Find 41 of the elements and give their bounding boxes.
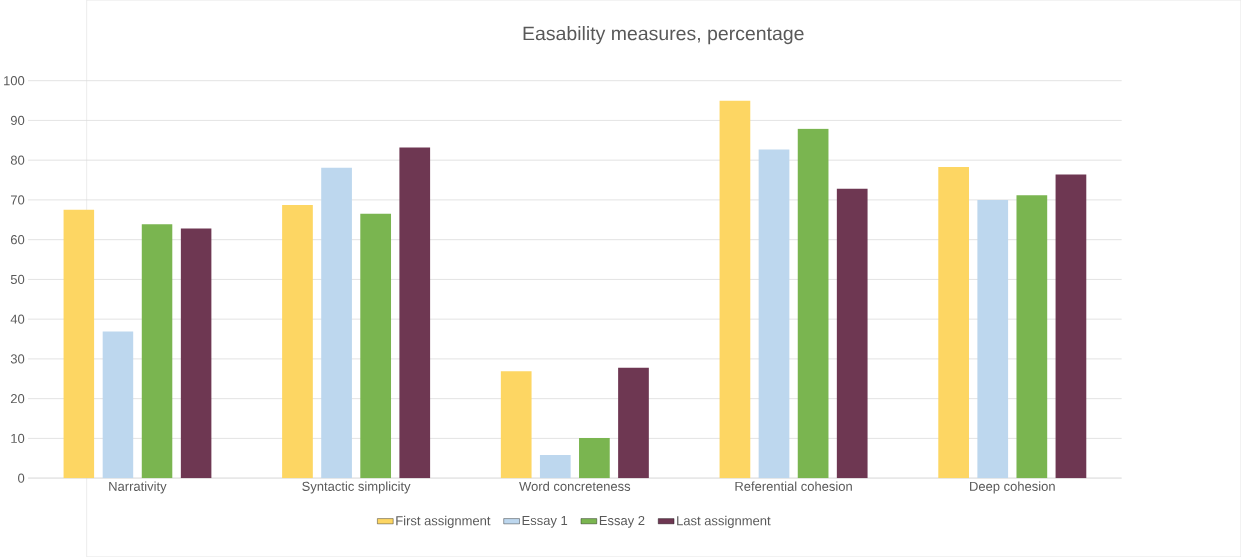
y-tick-label: 90 — [10, 115, 25, 126]
bar — [180, 228, 212, 479]
bar — [758, 149, 790, 479]
y-tick-label: 60 — [10, 235, 25, 245]
legend-label: First assignment — [396, 515, 491, 528]
bar — [719, 100, 751, 479]
y-tick-label: 30 — [10, 354, 25, 364]
bar — [836, 188, 868, 479]
y-tick-label: 70 — [10, 195, 25, 205]
bar — [618, 367, 649, 479]
bar — [539, 455, 571, 479]
x-tick-label: Narrativity — [109, 481, 167, 494]
chart-title: Easability measures, percentage — [523, 26, 804, 45]
x-tick-label: Syntactic simplicity — [302, 481, 411, 494]
bar — [399, 147, 431, 479]
legend-label: Last assignment — [677, 515, 771, 528]
bar — [1055, 174, 1087, 479]
x-tick-label: Word concreteness — [519, 481, 631, 491]
bar — [102, 331, 134, 479]
bar — [1016, 195, 1048, 479]
x-tick-label: Deep cohesion — [970, 481, 1055, 494]
y-tick-label: 100 — [4, 76, 25, 86]
y-tick-label: 80 — [10, 155, 25, 165]
legend-label: Essay 2 — [599, 515, 645, 528]
bar — [797, 128, 829, 479]
bar — [360, 213, 392, 479]
y-tick-label: 50 — [10, 274, 25, 285]
bar — [500, 371, 532, 479]
bar — [938, 166, 970, 479]
y-tick-label: 0 — [18, 473, 25, 483]
bar — [282, 205, 313, 479]
bar — [977, 199, 1009, 479]
bar — [579, 438, 610, 479]
x-tick-label: Referential cohesion — [735, 481, 852, 491]
bar — [321, 167, 352, 479]
legend-label: Essay 1 — [522, 516, 568, 528]
y-tick-label: 10 — [11, 433, 25, 443]
bar — [141, 224, 173, 479]
y-tick-label: 40 — [10, 314, 25, 324]
y-tick-label: 20 — [10, 394, 25, 404]
bar — [63, 209, 95, 479]
